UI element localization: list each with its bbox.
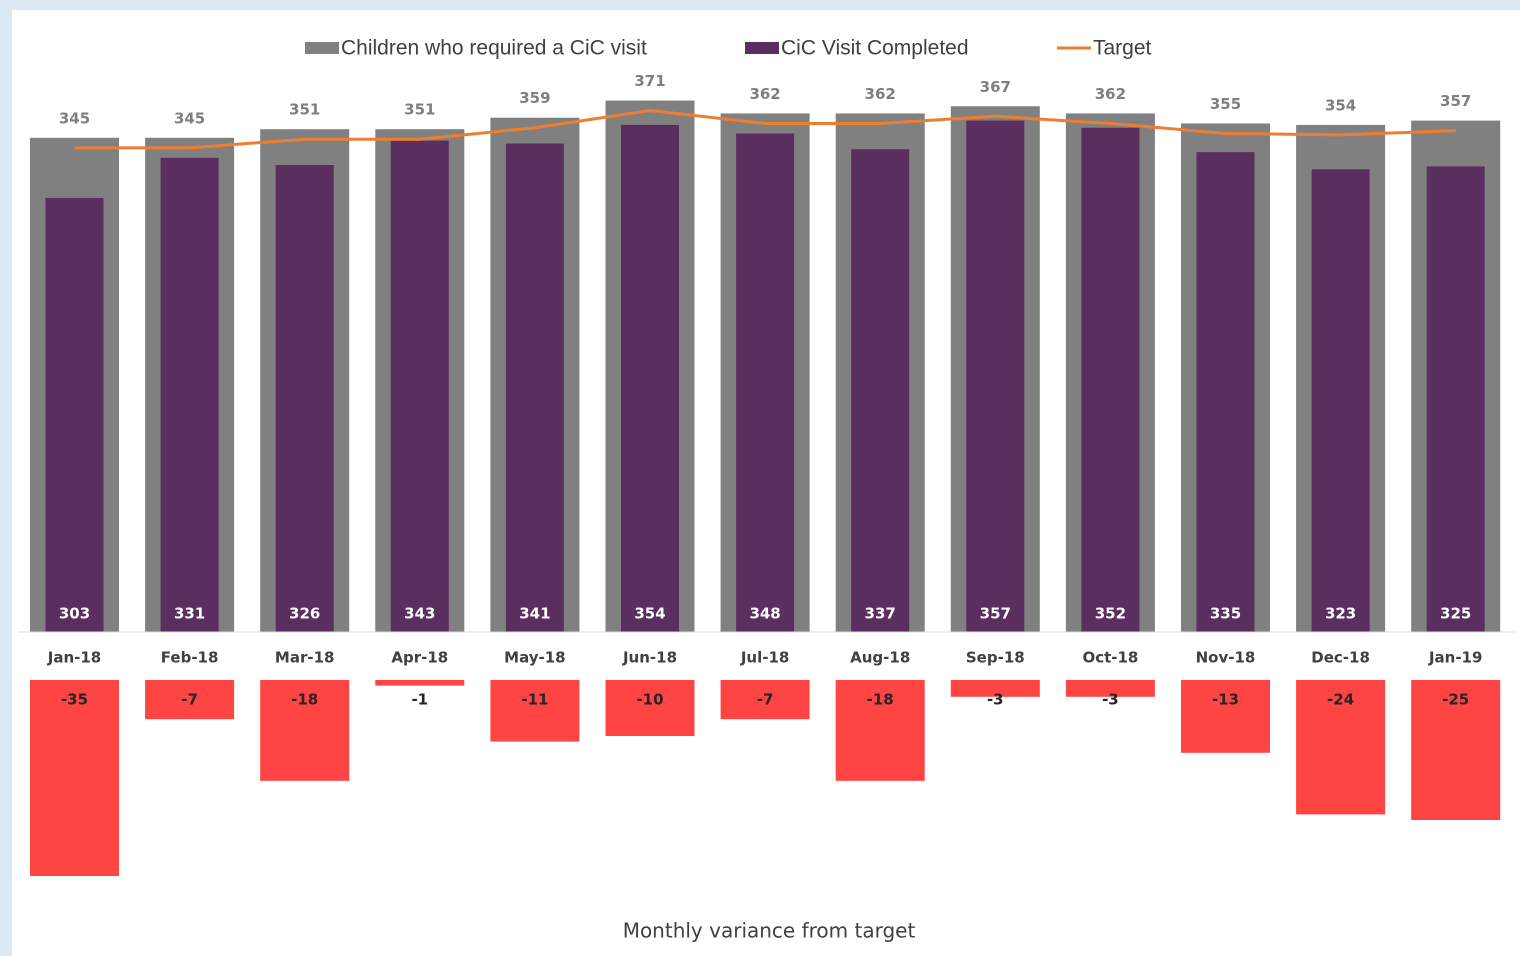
legend-swatch bbox=[745, 42, 779, 54]
completed-bar bbox=[736, 133, 795, 633]
variance-bar bbox=[1181, 680, 1270, 753]
completed-bar bbox=[505, 143, 564, 632]
completed-bar bbox=[1426, 166, 1485, 632]
data-label: 325 bbox=[1440, 605, 1471, 623]
data-label: -35 bbox=[61, 691, 88, 709]
data-label: -3 bbox=[987, 691, 1004, 709]
data-label: 323 bbox=[1325, 605, 1356, 623]
variance-bar bbox=[490, 680, 580, 742]
data-label: -1 bbox=[411, 691, 428, 709]
target-line bbox=[74, 109, 1456, 150]
variance-bar bbox=[375, 680, 465, 686]
data-label: 341 bbox=[519, 605, 550, 623]
x-tick-label: Aug-18 bbox=[850, 649, 910, 667]
completed-bar bbox=[1196, 152, 1255, 633]
legend-label: CiC Visit Completed bbox=[781, 37, 969, 60]
data-label: 337 bbox=[865, 605, 896, 623]
x-tick-label: Oct-18 bbox=[1082, 649, 1138, 667]
legend-swatch bbox=[305, 42, 339, 54]
data-label: 354 bbox=[634, 605, 665, 623]
variance-bar bbox=[720, 680, 810, 720]
data-label: 371 bbox=[634, 72, 665, 90]
data-label: 345 bbox=[59, 109, 90, 127]
data-label: -10 bbox=[636, 691, 663, 709]
data-label: 303 bbox=[59, 605, 90, 623]
data-label: 362 bbox=[865, 85, 896, 103]
data-label: -3 bbox=[1102, 691, 1119, 709]
variance-bar bbox=[835, 680, 925, 781]
variance-bar bbox=[950, 680, 1040, 697]
variance-bar bbox=[260, 680, 350, 781]
x-tick-label: Jun-18 bbox=[622, 649, 677, 667]
variance-bar bbox=[1411, 680, 1501, 820]
data-label: 354 bbox=[1325, 96, 1356, 114]
variance-bar bbox=[30, 680, 119, 876]
data-label: 362 bbox=[1095, 85, 1126, 103]
completed-bar bbox=[45, 197, 104, 632]
x-tick-label: Apr-18 bbox=[391, 649, 448, 667]
legend-label: Target bbox=[1093, 37, 1152, 60]
completed-bar bbox=[966, 120, 1025, 632]
x-tick-label: Sep-18 bbox=[966, 649, 1025, 667]
completed-bar bbox=[1311, 169, 1370, 633]
data-label: 343 bbox=[404, 605, 435, 623]
data-label: 326 bbox=[289, 605, 320, 623]
x-tick-label: Jan-19 bbox=[1428, 649, 1482, 667]
x-tick-label: Jan-18 bbox=[47, 649, 101, 667]
data-label: 355 bbox=[1210, 95, 1241, 113]
data-label: 335 bbox=[1210, 605, 1241, 623]
variance-bar bbox=[145, 680, 235, 720]
variance-bar bbox=[1296, 680, 1386, 815]
completed-bar bbox=[275, 165, 334, 632]
completed-bar bbox=[390, 140, 449, 632]
data-label: -7 bbox=[181, 691, 198, 709]
data-label: -11 bbox=[521, 691, 548, 709]
data-label: 331 bbox=[174, 605, 205, 623]
data-label: 351 bbox=[289, 101, 320, 119]
data-label: -18 bbox=[867, 691, 894, 709]
x-tick-label: Nov-18 bbox=[1196, 649, 1256, 667]
data-label: 359 bbox=[519, 89, 550, 107]
data-label: 352 bbox=[1095, 605, 1126, 623]
variance-bar bbox=[1065, 680, 1155, 697]
x-tick-label: May-18 bbox=[504, 649, 565, 667]
data-label: -24 bbox=[1327, 691, 1354, 709]
data-label: -13 bbox=[1212, 691, 1239, 709]
data-label: 345 bbox=[174, 109, 205, 127]
data-label: -18 bbox=[291, 691, 318, 709]
data-label: -7 bbox=[757, 691, 774, 709]
data-label: 357 bbox=[980, 605, 1011, 623]
completed-bar bbox=[621, 124, 679, 633]
completed-bar bbox=[160, 157, 219, 632]
x-tick-label: Dec-18 bbox=[1311, 649, 1370, 667]
legend-label: Children who required a CiC visit bbox=[341, 37, 647, 60]
data-label: 362 bbox=[749, 85, 780, 103]
data-label: 367 bbox=[980, 78, 1011, 96]
x-tick-label: Mar-18 bbox=[275, 649, 335, 667]
data-label: 357 bbox=[1440, 92, 1471, 110]
completed-bar bbox=[1081, 127, 1140, 632]
data-label: -25 bbox=[1442, 691, 1469, 709]
completed-bar bbox=[851, 149, 910, 632]
data-label: 348 bbox=[749, 605, 780, 623]
x-tick-label: Feb-18 bbox=[161, 649, 219, 667]
x-tick-label: Jul-18 bbox=[740, 649, 790, 667]
data-label: 351 bbox=[404, 101, 435, 119]
chart-title: Monthly variance from target bbox=[623, 919, 916, 943]
variance-bar bbox=[605, 680, 695, 736]
